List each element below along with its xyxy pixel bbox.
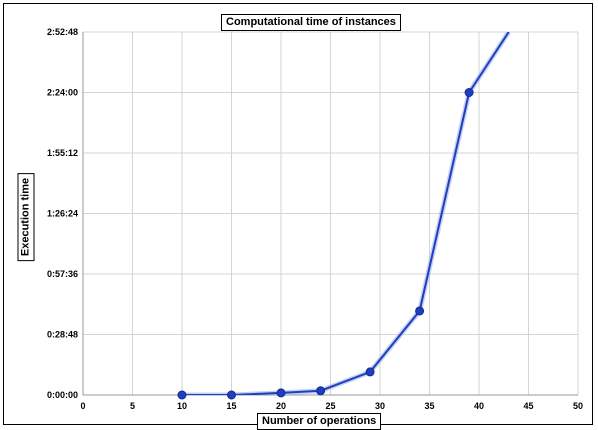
x-tick-label: 45	[523, 401, 533, 411]
data-point	[464, 88, 474, 97]
x-tick-label: 50	[573, 401, 583, 411]
y-tick-label: 1:26:24	[47, 209, 78, 219]
x-tick-label: 35	[424, 401, 434, 411]
y-tick-label: 0:57:36	[47, 269, 78, 279]
x-axis-label: Number of operations	[257, 413, 382, 430]
y-tick-label: 0:28:48	[47, 330, 78, 340]
y-tick-label: 2:24:00	[47, 88, 78, 98]
line-chart: 0 5 10 15 20 25 30 35 40 45 50 0:00:00 0:28:48 0:57:3…	[47, 27, 583, 411]
series-line	[182, 32, 510, 395]
y-tick-label: 0:00:00	[47, 390, 78, 400]
data-point	[276, 388, 286, 398]
x-tick-label: 5	[130, 401, 135, 411]
data-point	[365, 367, 375, 377]
x-tick-label: 25	[325, 401, 335, 411]
chart-title: Computational time of instances	[221, 14, 401, 31]
y-tick-label: 2:52:48	[47, 27, 78, 37]
x-tick-label: 40	[474, 401, 484, 411]
x-tick-label: 0	[80, 401, 85, 411]
data-point	[415, 306, 425, 316]
data-point	[227, 390, 236, 400]
x-tick-label: 10	[177, 401, 187, 411]
x-tick-label: 15	[226, 401, 236, 411]
x-tick-label: 20	[276, 401, 286, 411]
x-tick-label: 30	[375, 401, 385, 411]
data-point	[316, 386, 326, 396]
chart-frame: 0 5 10 15 20 25 30 35 40 45 50 0:00:00 0:28:48 0:57:3…	[3, 3, 593, 430]
y-axis-label: Execution time	[17, 172, 35, 262]
y-tick-label: 1:55:12	[47, 148, 78, 158]
data-point	[177, 390, 187, 400]
